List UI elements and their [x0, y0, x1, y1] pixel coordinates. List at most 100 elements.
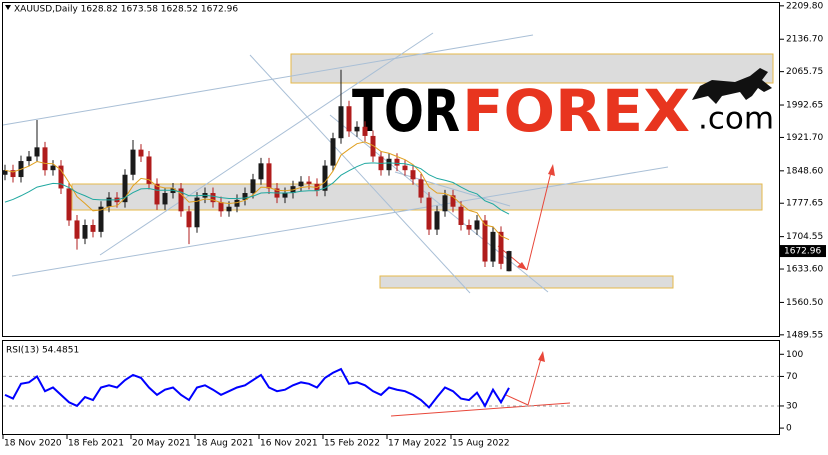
rsi-line — [4, 367, 510, 409]
trend-line — [99, 32, 434, 256]
candle-body — [10, 170, 16, 178]
candle-body — [82, 225, 88, 239]
y-tick-label: 100 — [786, 350, 803, 360]
candle-body — [402, 165, 408, 171]
x-tick-label: 18 Aug 2021 — [196, 439, 254, 449]
candle-body — [138, 149, 144, 157]
arrow — [527, 354, 543, 406]
candle-body — [106, 197, 112, 207]
moving-average — [4, 162, 510, 215]
y-tick-label: 0 — [786, 424, 792, 434]
candle-body — [474, 220, 480, 230]
candle-body — [482, 220, 488, 262]
trend-line — [249, 54, 471, 294]
candle-body — [434, 211, 440, 230]
candle-body — [306, 181, 312, 184]
candle-body — [458, 206, 464, 225]
candle-body — [450, 195, 456, 207]
current-price-label: 1672.96 — [784, 247, 821, 257]
candle-body — [426, 197, 432, 230]
rsi-panel — [2, 340, 780, 435]
y-tick-label: 2136.70 — [786, 35, 823, 45]
moving-average — [4, 141, 510, 241]
x-tick-label: 17 May 2022 — [388, 439, 447, 449]
y-tick-label: 1704.55 — [786, 232, 823, 242]
x-tick-label: 15 Aug 2022 — [452, 439, 510, 449]
candle-body — [58, 165, 64, 189]
candle-body — [346, 106, 352, 132]
trend-line — [11, 166, 669, 277]
y-tick-label: 1848.60 — [786, 166, 823, 176]
y-tick-label: 1489.55 — [786, 330, 823, 340]
candle-body — [394, 158, 400, 166]
zone — [290, 53, 774, 84]
y-tick-label: 2209.80 — [786, 1, 823, 11]
y-tick-label: 1560.50 — [786, 298, 823, 308]
candle-body — [50, 165, 56, 171]
candle-body — [122, 174, 128, 203]
x-tick-label: 18 Nov 2020 — [4, 439, 62, 449]
arrow — [505, 394, 529, 406]
candle-body — [386, 158, 392, 171]
arrow — [526, 167, 553, 271]
candle-body — [258, 163, 264, 180]
candle-body — [146, 156, 152, 184]
y-tick-label: 30 — [786, 401, 798, 411]
x-tick-label: 15 Feb 2022 — [324, 439, 380, 449]
y-tick-label: 70 — [786, 372, 798, 382]
candle-body — [2, 170, 8, 175]
candle-body — [338, 106, 344, 139]
candle-body — [218, 202, 224, 212]
watermark-text: .com — [698, 102, 774, 137]
y-tick-label: 1921.70 — [786, 133, 823, 143]
arrow-head — [517, 262, 527, 270]
candle-body — [330, 138, 336, 166]
candle-body — [282, 193, 288, 198]
candle-body — [498, 231, 504, 264]
candle-body — [66, 188, 72, 221]
trend-line — [390, 402, 571, 417]
candle-body — [242, 193, 248, 200]
candle-body — [178, 188, 184, 212]
y-tick-label: 1633.60 — [786, 265, 823, 275]
candle-body — [506, 251, 512, 272]
candle-body — [186, 211, 192, 228]
candle-body — [154, 183, 160, 205]
rsi-title: RSI(13) 54.4851 — [6, 346, 79, 356]
candle-body — [298, 181, 304, 187]
candle-body — [490, 231, 496, 262]
zone — [71, 183, 763, 211]
price-label-box — [780, 245, 826, 258]
bull-icon — [692, 68, 772, 104]
candle-body — [26, 156, 32, 162]
candle-body — [210, 193, 216, 203]
x-tick-label: 20 May 2021 — [132, 439, 191, 449]
candle-body — [466, 225, 472, 230]
candle-body — [130, 149, 136, 175]
candle-body — [90, 225, 96, 232]
candle-body — [442, 195, 448, 212]
watermark-text: TOR — [352, 77, 460, 145]
arrow-head — [538, 351, 545, 362]
arrow-head — [548, 164, 555, 176]
y-tick-label: 1992.65 — [786, 101, 823, 111]
y-tick-label: 1777.65 — [786, 199, 823, 209]
candle-body — [250, 179, 256, 194]
candle-body — [234, 199, 240, 207]
y-tick-label: 2065.75 — [786, 67, 823, 77]
candle-body — [354, 126, 360, 132]
candle-body — [226, 206, 232, 212]
candle-body — [418, 179, 424, 198]
x-tick-label: 16 Nov 2021 — [260, 439, 318, 449]
watermark-text: FOREX — [462, 77, 690, 145]
candle-body — [410, 170, 416, 180]
forecast-arrows — [390, 164, 571, 417]
candle-body — [194, 197, 200, 228]
candle-body — [42, 147, 48, 171]
symbol-marker — [5, 5, 11, 10]
candle-body — [74, 220, 80, 239]
trend-line — [329, 114, 549, 293]
trend-line — [2, 34, 534, 126]
candle-body — [370, 135, 376, 157]
candle-body — [34, 147, 40, 157]
